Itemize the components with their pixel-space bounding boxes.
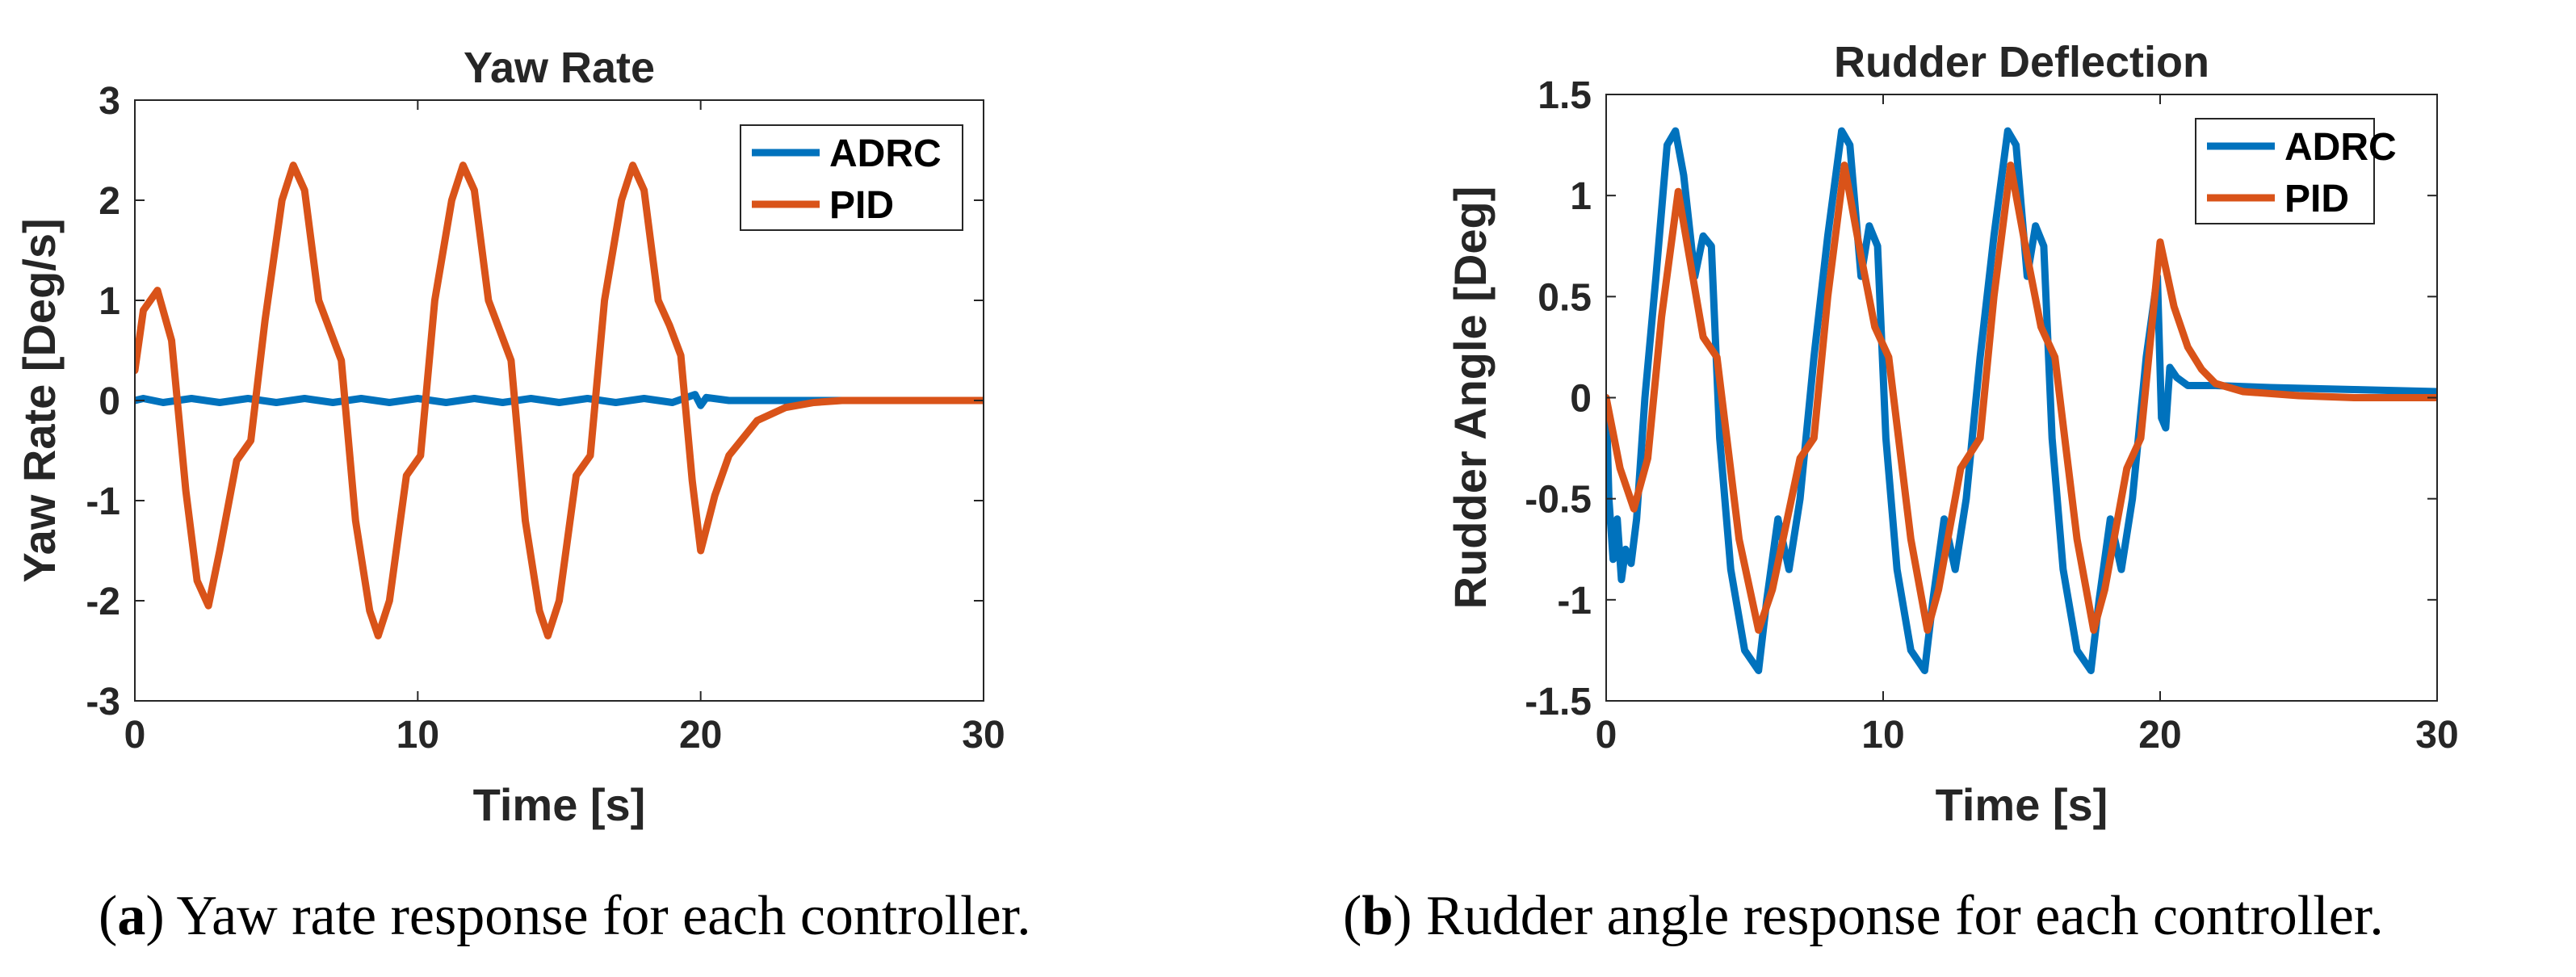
chart-1: 0 10 20 30 -3 -2 -1 0 1 2 3 Yaw Rate Time [s] Yaw Rat…	[14, 44, 1005, 830]
series-line-adrc	[135, 391, 984, 409]
caption-b: (b) Rudder angle response for each contr…	[1343, 885, 2384, 947]
legend: ADRC PID	[740, 124, 963, 231]
series-line-pid	[135, 161, 984, 639]
x-axis-label: Time [s]	[1936, 779, 2108, 830]
x-tick-label: 10	[1861, 714, 1904, 757]
chart-2: 0 10 20 30 -1.5 -1 -0.5 0 0.5 1 1.5 Rudder Deflecti…	[1445, 38, 2459, 830]
series-group	[1606, 127, 2437, 674]
caption-b-label: b	[1361, 885, 1394, 947]
y-tick-label: 0	[1570, 378, 1592, 421]
y-tick-label: -1.5	[1525, 681, 1592, 723]
legend-label-pid: PID	[2284, 178, 2349, 220]
x-tick-label: 20	[2138, 714, 2181, 757]
y-tick-label: -1	[1557, 580, 1592, 623]
caption-b-text: Rudder angle response for each controlle…	[1412, 885, 2384, 947]
y-axis-label: Yaw Rate [Deg/s]	[14, 218, 65, 582]
x-tick-label: 30	[962, 714, 1005, 757]
y-tick-label: 2	[99, 180, 120, 223]
legend-box	[2195, 118, 2375, 224]
y-tick-label: 1.5	[1538, 74, 1592, 117]
chart-title: Yaw Rate	[464, 44, 655, 92]
legend-label-pid: PID	[829, 184, 894, 227]
legend-label-adrc: ADRC	[829, 132, 942, 175]
chart-title: Rudder Deflection	[1834, 38, 2209, 86]
series-group	[135, 161, 984, 639]
y-tick-label: 0	[99, 380, 120, 423]
legend-box	[740, 124, 963, 231]
caption-a: (a) Yaw rate response for each controlle…	[99, 885, 1031, 947]
y-axis-label: Rudder Angle [Deg]	[1445, 187, 1496, 610]
legend: ADRC PID	[2195, 118, 2397, 224]
legend-label-adrc: ADRC	[2284, 126, 2397, 169]
y-tick-label: 0.5	[1538, 276, 1592, 319]
x-tick-label: 10	[396, 714, 439, 757]
x-tick-label: 0	[124, 714, 146, 757]
caption-a-text: Yaw rate response for each controller.	[164, 885, 1031, 947]
x-tick-label: 0	[1596, 714, 1617, 757]
y-tick-label: -3	[86, 681, 120, 723]
y-tick-label: -1	[86, 480, 120, 523]
y-tick-label: 3	[99, 80, 120, 123]
y-tick-label: 1	[1570, 175, 1592, 218]
x-tick-label: 30	[2415, 714, 2458, 757]
caption-a-label: a	[117, 885, 146, 947]
y-tick-label: 1	[99, 280, 120, 323]
y-tick-label: -0.5	[1525, 479, 1592, 522]
x-tick-label: 20	[679, 714, 722, 757]
series-line-pid	[1606, 161, 2437, 634]
y-tick-label: -2	[86, 581, 120, 623]
x-axis-label: Time [s]	[473, 779, 646, 830]
